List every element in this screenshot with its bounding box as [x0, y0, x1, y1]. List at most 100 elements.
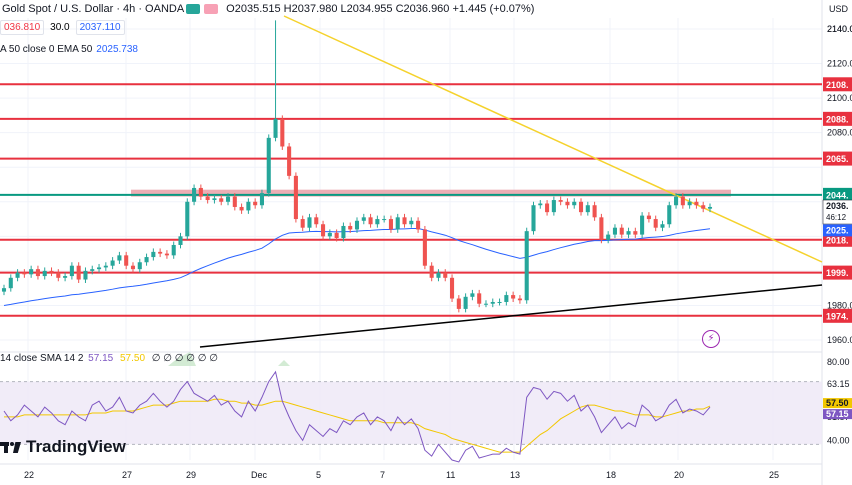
level-tag: [823, 265, 852, 280]
candle: [646, 215, 651, 220]
candle: [511, 295, 516, 299]
candle: [517, 298, 522, 301]
resistance-zone: [131, 189, 731, 197]
price-tick-label: 2140.0: [827, 24, 852, 34]
level-tag: [823, 111, 852, 126]
candle: [280, 118, 285, 147]
candle: [246, 201, 251, 211]
candle: [259, 193, 264, 206]
candle: [633, 231, 638, 235]
candle: [531, 205, 536, 232]
buy-button[interactable]: 2037.110: [75, 20, 125, 35]
level-tag-label: 2088.: [826, 114, 849, 124]
candle: [29, 269, 34, 275]
time-tick-label: 22: [24, 470, 34, 480]
trade-buttons: 036.810 30.0 2037.110: [0, 20, 131, 35]
time-tick-label: 7: [380, 470, 385, 480]
candle: [178, 236, 183, 245]
candle: [490, 301, 495, 304]
candle: [606, 234, 611, 240]
candle: [354, 220, 360, 230]
candle: [667, 205, 672, 225]
overbought-fill: [168, 352, 196, 366]
candle: [90, 269, 95, 271]
candle: [626, 231, 631, 235]
rsi-tick-label: 80.00: [827, 357, 850, 367]
symbol-title[interactable]: Gold Spot / U.S. Dollar · 4h · OANDA: [2, 3, 185, 15]
candle: [612, 227, 617, 235]
candle: [375, 219, 380, 225]
candle: [22, 272, 27, 275]
candle: [653, 219, 658, 228]
candle: [321, 224, 326, 237]
candle: [314, 217, 319, 225]
pair-icon: [204, 4, 219, 14]
candle: [619, 227, 624, 235]
time-tick-label: 27: [122, 470, 132, 480]
price-tick-label: 1960.0: [827, 335, 852, 345]
price-axis: 2108. 2088. 2065. 2044. 2018. 1999. 1974. 2036.…: [822, 24, 852, 445]
price-tick-label: 2080.0: [827, 128, 852, 138]
candle: [185, 201, 190, 237]
tradingview-logo-icon: [0, 439, 22, 455]
rsi-line: [3, 370, 711, 463]
candle: [341, 225, 346, 239]
level-tag: [823, 187, 852, 202]
candle: [558, 200, 563, 202]
candle: [130, 265, 136, 270]
candle: [497, 301, 502, 303]
price-tick-label: 2120.0: [827, 59, 852, 69]
level-tag-label: 2108.: [826, 80, 849, 90]
price-tick-label: 2140.0: [827, 24, 852, 34]
candle: [171, 244, 176, 256]
candle: [164, 253, 169, 256]
time-tick-label: 5: [316, 470, 321, 480]
candle: [599, 217, 604, 240]
candle: [483, 303, 489, 305]
candle: [205, 196, 210, 201]
currency-label: USD: [829, 4, 849, 14]
rsi-tick-label: 63.15: [827, 379, 850, 389]
price-tick-label: 1980.0: [827, 300, 852, 310]
candle: [1, 288, 7, 292]
ema-legend[interactable]: A 50 close 0 EMA 50 2025.738: [0, 44, 138, 55]
candle: [15, 272, 20, 278]
rsi-extras: ∅ ∅ ∅ ∅ ∅ ∅: [151, 353, 218, 364]
market-open-icon: [186, 4, 201, 14]
flash-icon[interactable]: ⚡: [702, 330, 720, 348]
candle: [660, 224, 665, 228]
candle: [538, 203, 543, 206]
candle: [443, 272, 448, 278]
level-tag-label: 1999.: [826, 268, 849, 278]
time-tick-label: 11: [446, 470, 455, 480]
candle: [504, 295, 509, 302]
ascending-trend-line: [199, 284, 823, 348]
sell-button[interactable]: 036.810: [0, 20, 45, 35]
candle: [273, 118, 278, 138]
descending-trend-line: [283, 15, 823, 263]
chart-header: Gold Spot / U.S. Dollar · 4h · OANDA O20…: [0, 0, 534, 18]
countdown-label: 46:12: [826, 213, 847, 222]
rsi-legend[interactable]: 14 close SMA 14 2 57.15 57.50 ∅ ∅ ∅ ∅ ∅ …: [0, 353, 218, 364]
candle: [348, 225, 353, 230]
rsi-band: [0, 381, 822, 445]
ema-price-label: 2025.: [826, 225, 849, 235]
candle: [470, 293, 475, 297]
candle: [212, 198, 217, 201]
rsi-tick-label: 40.00: [827, 435, 850, 445]
tradingview-logo[interactable]: TradingView: [0, 437, 126, 457]
candle: [137, 262, 142, 270]
candle: [585, 205, 590, 213]
tradingview-logo-text: TradingView: [26, 437, 126, 456]
current-price-tag: [822, 199, 852, 225]
candle: [477, 293, 482, 304]
candle: [232, 196, 237, 207]
candle: [253, 201, 258, 206]
candle: [8, 277, 13, 289]
level-tag: [823, 308, 852, 323]
candle: [76, 265, 81, 280]
rsi-label: 14 close SMA 14 2: [0, 353, 84, 364]
candle: [198, 187, 203, 197]
candle: [409, 220, 414, 225]
